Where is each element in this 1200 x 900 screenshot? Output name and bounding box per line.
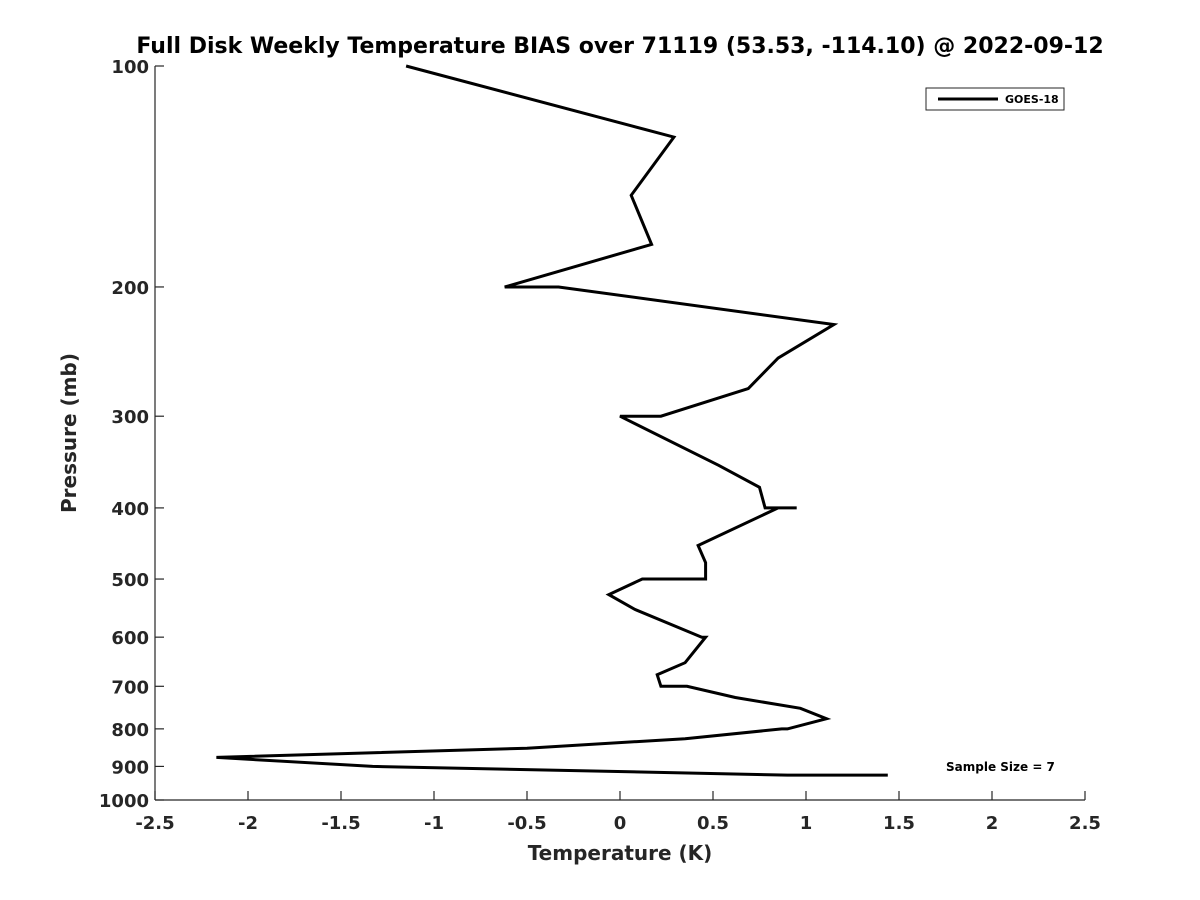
y-ticks: 100 200 300 400 500 600 700 800 900 1000 bbox=[99, 57, 164, 812]
sample-size-annotation: Sample Size = 7 bbox=[946, 760, 1055, 774]
series-layer bbox=[216, 64, 888, 777]
y-tick-label: 800 bbox=[111, 720, 149, 741]
x-tick-label: -0.5 bbox=[507, 813, 546, 834]
y-tick-label: 500 bbox=[111, 570, 149, 591]
x-tick-label: 1 bbox=[800, 813, 813, 834]
x-tick-label: 0.5 bbox=[697, 813, 729, 834]
x-tick-label: -1 bbox=[424, 813, 444, 834]
y-tick-label: 400 bbox=[111, 499, 149, 520]
y-tick-label: 900 bbox=[111, 757, 149, 778]
x-axis-label: Temperature (K) bbox=[528, 841, 713, 865]
y-tick-label: 1000 bbox=[99, 791, 149, 812]
y-tick-label: 700 bbox=[111, 677, 149, 698]
x-tick-label: -2.5 bbox=[135, 813, 174, 834]
x-tick-label: 2 bbox=[986, 813, 999, 834]
y-tick-label: 200 bbox=[111, 278, 149, 299]
x-tick-label: -2 bbox=[238, 813, 258, 834]
y-tick-label: 300 bbox=[111, 407, 149, 428]
x-ticks: -2.5 -2 -1.5 -1 -0.5 0 0.5 1 1.5 2 2.5 bbox=[135, 791, 1101, 834]
chart-title: Full Disk Weekly Temperature BIAS over 7… bbox=[136, 34, 1103, 59]
x-tick-label: -1.5 bbox=[321, 813, 360, 834]
legend: GOES-18 bbox=[925, 87, 1065, 111]
plot-area: -2.5 -2 -1.5 -1 -0.5 0 0.5 1 1.5 2 2.5 100 200 300 40… bbox=[99, 57, 1101, 834]
y-tick-label: 100 bbox=[111, 57, 149, 78]
series-line bbox=[216, 64, 888, 777]
x-tick-label: 0 bbox=[614, 813, 627, 834]
x-tick-label: 1.5 bbox=[883, 813, 915, 834]
y-tick-label: 600 bbox=[111, 628, 149, 649]
legend-label: GOES-18 bbox=[1005, 93, 1059, 106]
x-tick-label: 2.5 bbox=[1069, 813, 1101, 834]
y-axis-label: Pressure (mb) bbox=[57, 353, 81, 513]
